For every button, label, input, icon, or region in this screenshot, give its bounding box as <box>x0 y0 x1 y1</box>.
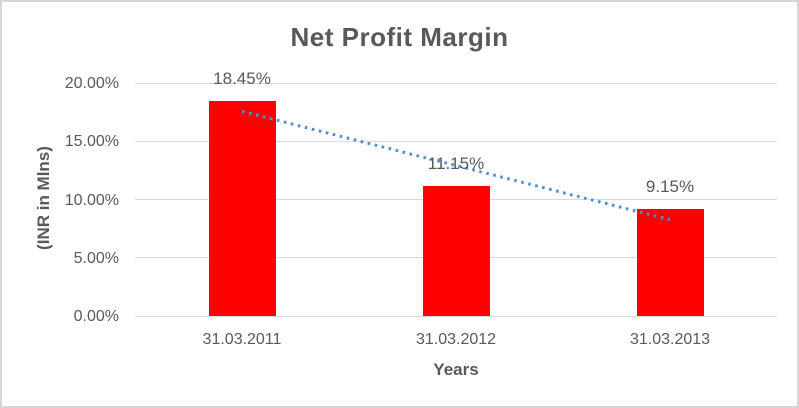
data-label: 18.45% <box>213 69 271 89</box>
y-axis-tick-label: 15.00% <box>64 133 119 151</box>
y-axis-tick-label: 5.00% <box>73 249 119 267</box>
data-label: 11.15% <box>427 154 485 174</box>
y-axis-tick-label: 0.00% <box>73 308 119 325</box>
x-axis-title: Years <box>433 360 479 379</box>
y-axis-tick-label: 20.00% <box>64 75 119 92</box>
y-axis-tick-label: 10.00% <box>64 191 119 209</box>
bar-31.03.2013 <box>636 209 704 316</box>
data-label: 9.15% <box>645 177 695 197</box>
x-axis-tick-label: 31.03.2012 <box>415 331 497 348</box>
bar-31.03.2012 <box>422 186 490 316</box>
gridline <box>135 315 777 317</box>
x-axis-tick-label: 31.03.2011 <box>202 331 282 348</box>
chart-title: Net Profit Margin <box>290 22 509 52</box>
plot-area: 18.45% 11.15% 9.15% <box>135 69 777 317</box>
gridline <box>135 82 777 84</box>
x-axis-tick-label: 31.03.2013 <box>629 331 711 348</box>
bar-31.03.2011 <box>208 101 276 316</box>
